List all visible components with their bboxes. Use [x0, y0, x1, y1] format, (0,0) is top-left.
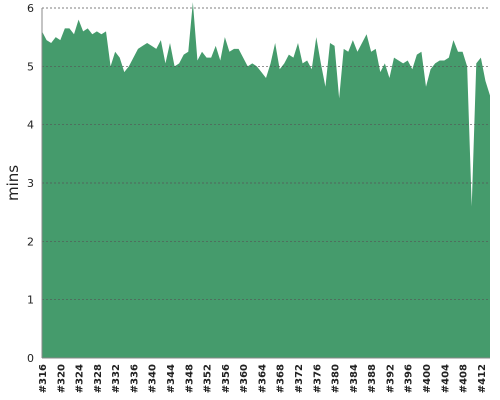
y-axis-label: mins — [4, 165, 22, 201]
y-tick-label: 6 — [27, 2, 34, 15]
x-tick-label: #356 — [221, 364, 232, 393]
x-tick-label: #376 — [312, 364, 323, 393]
x-tick-label: #396 — [404, 364, 415, 393]
x-tick-label: #352 — [203, 364, 214, 393]
x-tick-label: #324 — [75, 364, 86, 393]
x-tick-label: #364 — [257, 364, 268, 393]
x-tick-label: #388 — [367, 364, 378, 393]
y-tick-label: 1 — [27, 294, 34, 307]
x-tick-label: #392 — [385, 364, 396, 393]
x-tick-label: #408 — [459, 364, 470, 393]
y-tick-label: 5 — [27, 60, 34, 73]
y-tick-label: 0 — [27, 352, 34, 365]
x-tick-label: #368 — [276, 364, 287, 393]
x-tick-label: #400 — [422, 364, 433, 393]
x-tick-label: #348 — [184, 364, 195, 393]
x-tick-label: #372 — [294, 364, 305, 393]
y-tick-label: 2 — [27, 235, 34, 248]
x-tick-label: #332 — [111, 364, 122, 393]
x-tick-label: #336 — [129, 364, 140, 393]
x-tick-label: #340 — [148, 364, 159, 393]
x-tick-label: #380 — [331, 364, 342, 393]
x-tick-label: #412 — [477, 364, 488, 393]
x-tick-label: #384 — [349, 364, 360, 393]
x-tick-label: #320 — [56, 364, 67, 393]
x-tick-label: #344 — [166, 364, 177, 393]
y-tick-label: 4 — [27, 119, 34, 132]
y-tick-label: 3 — [27, 177, 34, 190]
x-tick-label: #360 — [239, 364, 250, 393]
x-tick-label: #404 — [440, 364, 451, 393]
area — [42, 2, 490, 359]
x-tick-label: #328 — [93, 364, 104, 393]
x-tick-label: #316 — [38, 364, 49, 393]
